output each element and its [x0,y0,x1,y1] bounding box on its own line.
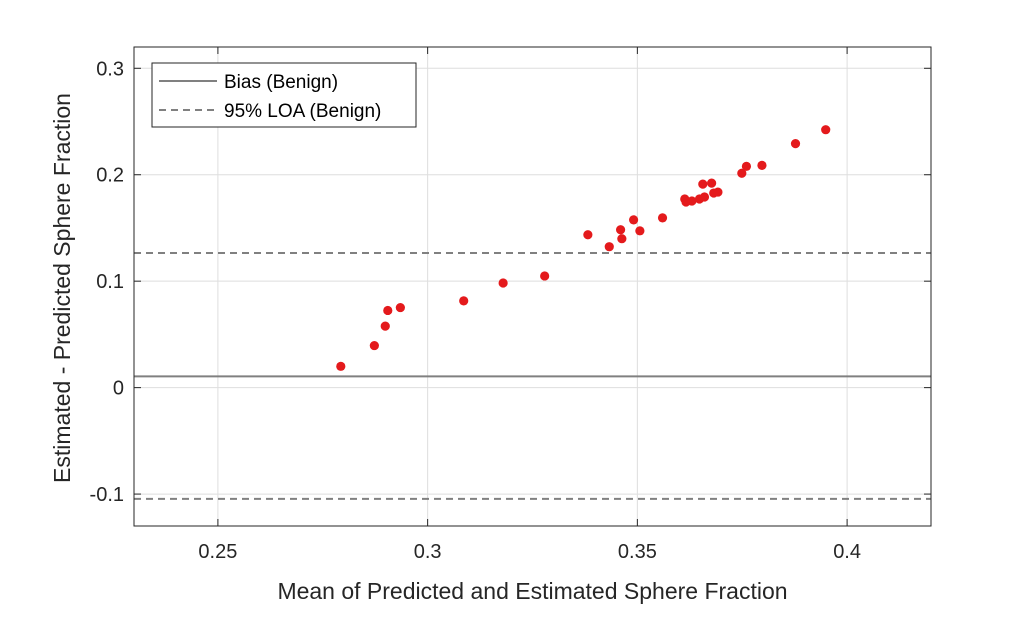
y-tick-label: 0.2 [96,165,124,187]
data-point [604,242,614,252]
data-point [821,125,831,135]
data-point [395,302,405,313]
data-point [699,192,710,202]
data-point [698,179,708,189]
x-tick-label: 0.4 [833,541,861,563]
data-points [336,125,831,371]
y-tick-label: 0.3 [96,58,124,80]
data-point [628,215,639,225]
plot-frame [133,46,932,527]
data-point [498,278,508,288]
y-axis-title: Estimated - Predicted Sphere Fraction [49,93,75,483]
legend-label-bias: Bias (Benign) [224,72,338,93]
data-point [707,178,717,188]
data-point [336,361,346,371]
x-axis-title: Mean of Predicted and Estimated Sphere F… [277,578,787,604]
x-axis-ticks: 0.25 0.3 0.35 0.4 [198,47,861,563]
y-tick-label: 0.1 [96,271,124,293]
y-tick-label: 0 [113,378,124,400]
data-point [540,271,550,281]
reference-lines [134,251,931,500]
data-point [380,321,390,331]
data-point [657,213,668,223]
data-point [617,234,627,244]
data-point [369,340,379,351]
legend-box [151,62,417,128]
data-point [615,225,626,235]
legend-label-loa: 95% LOA (Benign) [224,101,381,122]
y-tick-label: -0.1 [90,484,124,506]
y-axis-ticks: -0.1 0 0.1 0.2 0.3 [90,58,931,506]
data-point [383,305,393,316]
data-point [635,226,645,236]
data-point [583,230,593,240]
data-point [737,168,747,178]
legend: Bias (Benign) 95% LOA (Benign) [151,62,417,128]
data-point [687,196,697,206]
data-point [713,187,723,197]
x-tick-label: 0.3 [414,541,442,563]
data-point [790,139,801,149]
data-point [741,161,752,171]
x-tick-label: 0.25 [198,541,237,563]
data-point [757,160,767,170]
data-point [459,296,469,306]
x-tick-label: 0.35 [618,541,657,563]
